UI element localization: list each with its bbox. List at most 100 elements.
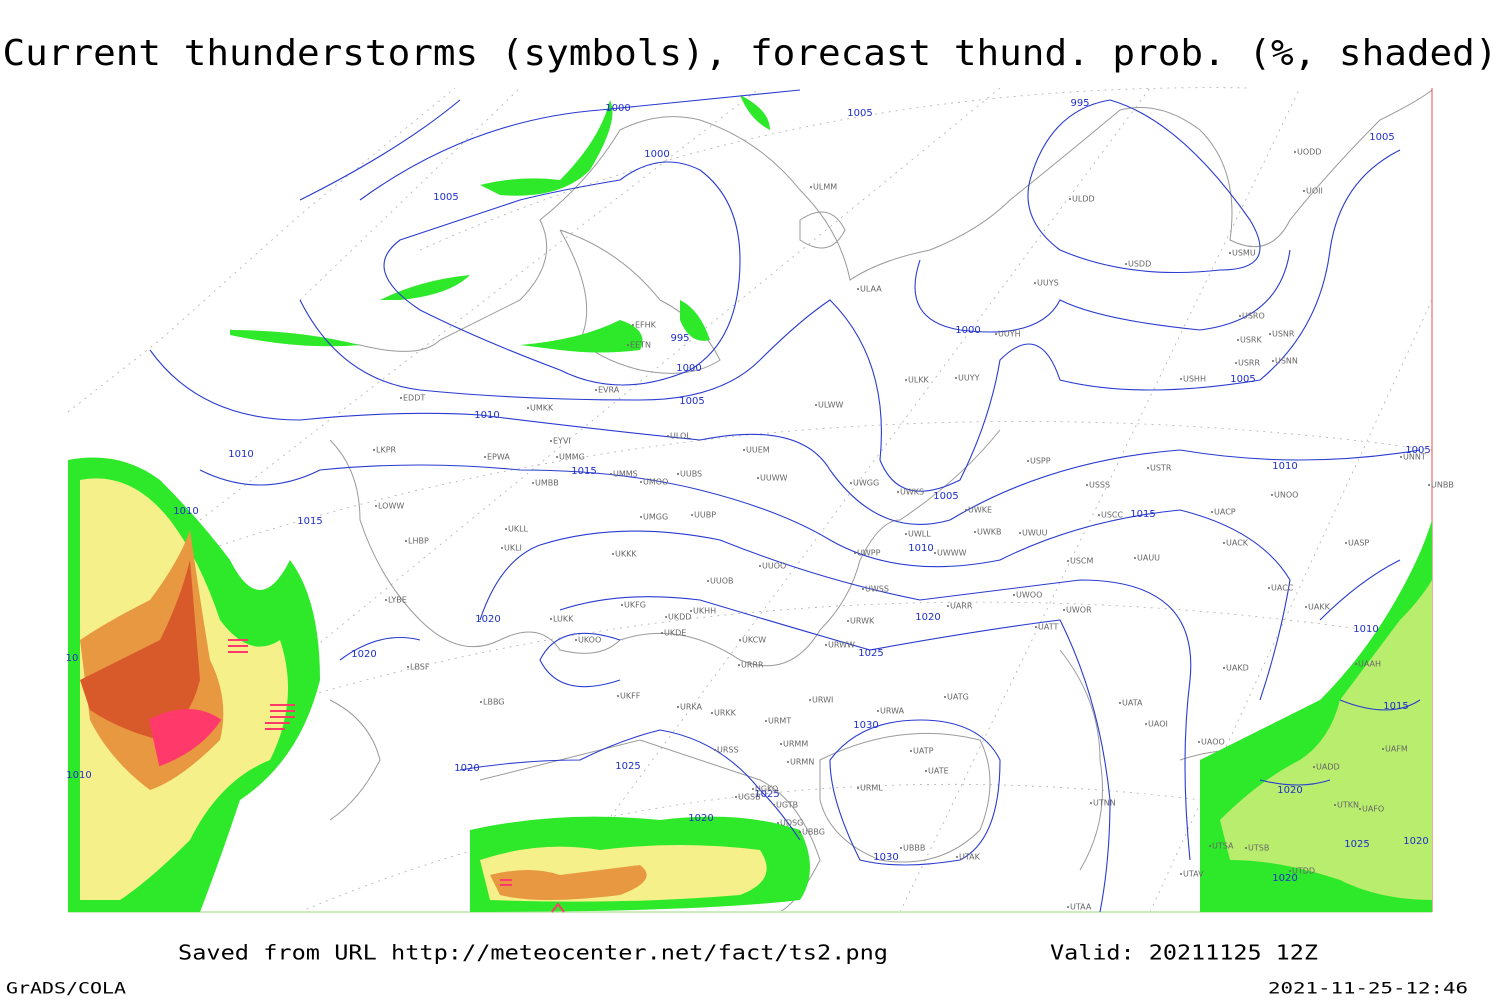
station-dot bbox=[691, 514, 693, 516]
station-code: USMU bbox=[1232, 249, 1256, 258]
station-code: URWA bbox=[880, 707, 905, 716]
station-dot bbox=[1027, 460, 1029, 462]
station-dot bbox=[1098, 514, 1100, 516]
station-dot bbox=[1069, 198, 1071, 200]
station-dot bbox=[385, 599, 387, 601]
station-dot bbox=[505, 528, 507, 530]
isobar bbox=[299, 99, 1401, 492]
station-dot bbox=[1294, 151, 1296, 153]
station-dot bbox=[825, 644, 827, 646]
station-dot bbox=[1086, 484, 1088, 486]
station-code: UATA bbox=[1122, 699, 1143, 708]
station-dot bbox=[1382, 748, 1384, 750]
isobar-label: 995 bbox=[1070, 98, 1089, 109]
station-dot bbox=[375, 505, 377, 507]
isobar-label: 1025 bbox=[858, 648, 883, 659]
station-code: LUKK bbox=[553, 615, 574, 624]
station-code: UWOR bbox=[1066, 606, 1092, 615]
station-dot bbox=[1355, 663, 1357, 665]
station-dot bbox=[711, 712, 713, 714]
isobar-label: 1025 bbox=[1344, 839, 1369, 850]
station-code: USCC bbox=[1101, 511, 1124, 520]
isobar-label: 1020 bbox=[351, 649, 376, 660]
station-code: LBBG bbox=[483, 698, 505, 707]
station-code: USTR bbox=[1150, 464, 1172, 473]
station-dot bbox=[1125, 263, 1127, 265]
coastline bbox=[229, 89, 1433, 352]
station-dot bbox=[677, 706, 679, 708]
station-code: UKDD bbox=[668, 613, 691, 622]
station-dot bbox=[735, 796, 737, 798]
station-dot bbox=[677, 473, 679, 475]
station-dot bbox=[1180, 873, 1182, 875]
station-code: UWKE bbox=[968, 506, 992, 515]
station-code: UOII bbox=[1306, 187, 1323, 196]
station-code: URWK bbox=[850, 617, 875, 626]
station-code: UTDD bbox=[1292, 867, 1315, 876]
station-code: USPP bbox=[1030, 457, 1051, 466]
station-code: URWI bbox=[812, 696, 833, 705]
isobar-label: 1005 bbox=[1369, 132, 1394, 143]
station-code: UAFO bbox=[1362, 805, 1384, 814]
station-code: UACP bbox=[1214, 508, 1236, 517]
station-code: USRO bbox=[1242, 312, 1265, 321]
station-code: UADD bbox=[1316, 763, 1340, 772]
isobar-label: 1020 bbox=[1277, 785, 1302, 796]
isobar-label: 1010 bbox=[474, 410, 499, 421]
station-code: URMT bbox=[768, 717, 791, 726]
station-dot bbox=[1272, 360, 1274, 362]
station-code: USRR bbox=[1238, 359, 1260, 368]
station-dot bbox=[799, 831, 801, 833]
station-dot bbox=[1305, 606, 1307, 608]
station-dot bbox=[667, 435, 669, 437]
station-dot bbox=[1090, 802, 1092, 804]
station-code: EDDT bbox=[403, 394, 425, 403]
station-code: UWGG bbox=[853, 479, 879, 488]
isobar-label: 1005 bbox=[847, 108, 872, 119]
station-code: URMM bbox=[783, 740, 808, 749]
station-dot bbox=[765, 720, 767, 722]
station-dot bbox=[955, 377, 957, 379]
station-dot bbox=[1229, 252, 1231, 254]
station-dot bbox=[640, 481, 642, 483]
station-dot bbox=[1223, 667, 1225, 669]
station-dot bbox=[897, 491, 899, 493]
station-code: UMBB bbox=[535, 479, 559, 488]
station-code: UMOO bbox=[643, 478, 668, 487]
station-code: UUYY bbox=[958, 374, 980, 383]
isobar-label: 1015 bbox=[297, 516, 322, 527]
isobar bbox=[383, 161, 741, 386]
station-code: ULAA bbox=[860, 285, 882, 294]
station-code: UMGG bbox=[643, 513, 668, 522]
station-code: UATG bbox=[947, 693, 969, 702]
station-code: UKFF bbox=[620, 692, 641, 701]
isobar-label: 1020 bbox=[915, 612, 940, 623]
station-code: UUBS bbox=[680, 470, 702, 479]
station-code: LBSF bbox=[410, 663, 430, 672]
station-code: UWKS bbox=[900, 488, 924, 497]
station-dot bbox=[1198, 741, 1200, 743]
station-code: UARR bbox=[950, 602, 973, 611]
isobar-label: 1010 bbox=[908, 543, 933, 554]
station-dot bbox=[739, 639, 741, 641]
station-code: ULDD bbox=[1072, 195, 1095, 204]
station-code: UKOO bbox=[578, 636, 601, 645]
station-code: URMN bbox=[790, 758, 814, 767]
station-code: URRR bbox=[741, 661, 764, 670]
station-code: UUYS bbox=[1037, 279, 1059, 288]
station-dot bbox=[1271, 494, 1273, 496]
station-code: UNBB bbox=[1431, 481, 1454, 490]
station-dot bbox=[612, 553, 614, 555]
station-code: UNNT bbox=[1403, 453, 1426, 462]
isobar-label: 1015 bbox=[1383, 701, 1408, 712]
software-credit: GrADS/COLA bbox=[6, 979, 126, 998]
isobar bbox=[199, 464, 1291, 701]
station-code: ULOL bbox=[670, 432, 691, 441]
isobar-label: 1015 bbox=[1130, 509, 1155, 520]
station-dot bbox=[910, 750, 912, 752]
station-dot bbox=[1067, 906, 1069, 908]
timestamp: 2021-11-25-12:46 bbox=[1268, 979, 1468, 998]
station-dot bbox=[777, 822, 779, 824]
station-dot bbox=[900, 847, 902, 849]
station-dot bbox=[947, 605, 949, 607]
